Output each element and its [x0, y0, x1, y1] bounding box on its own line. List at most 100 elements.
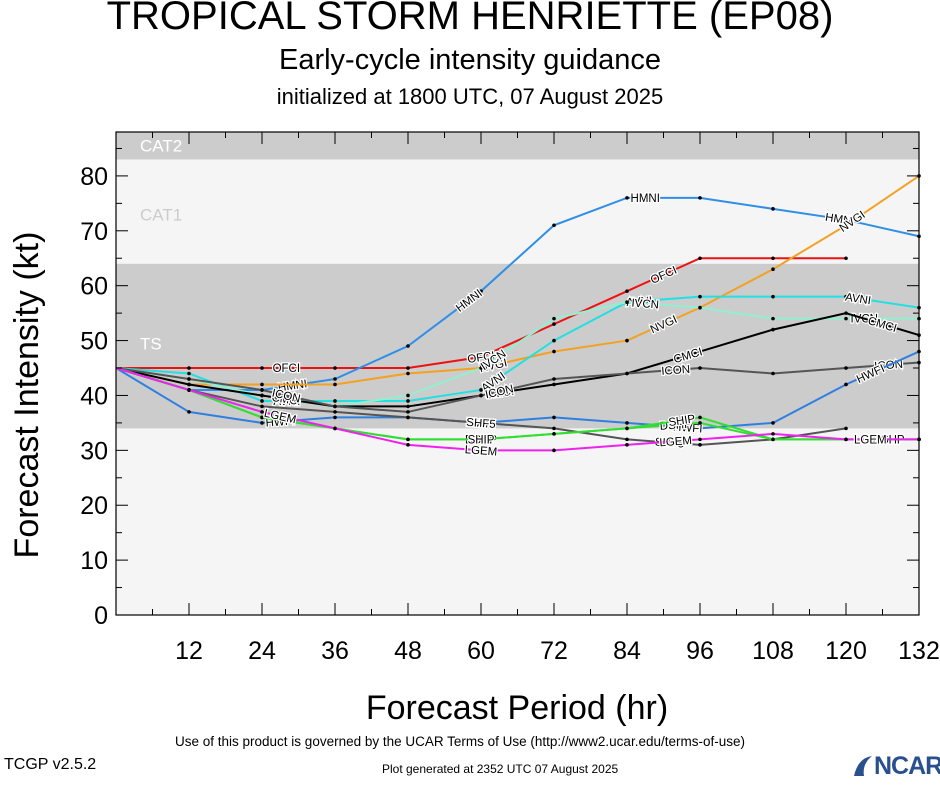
point-icon [552, 377, 556, 381]
point-nvgi [333, 382, 337, 387]
series-label-cmci: CMCI [271, 392, 302, 408]
point-ship [406, 437, 410, 442]
series-label-lgem: LGEM [464, 444, 497, 458]
point-cmci [844, 311, 848, 315]
point-lgem [698, 437, 702, 442]
ncar-logo-text: NCAR [874, 752, 940, 780]
y-tick-label: 70 [80, 218, 108, 246]
point-icon [625, 371, 629, 376]
point-hwfi [698, 426, 702, 431]
point-icon [333, 404, 337, 409]
point-cmci [698, 349, 702, 354]
point-cmci [406, 404, 410, 409]
chart-subtitle: Early-cycle intensity guidance [278, 44, 661, 76]
point-nvgi [406, 371, 410, 376]
point-hwfi [844, 382, 848, 387]
point-ship [552, 432, 556, 436]
point-avni [479, 388, 483, 392]
x-tick-label: 12 [175, 637, 203, 665]
point-shf5 [844, 426, 848, 431]
point-nvgi [844, 223, 848, 228]
point-hmni [333, 377, 337, 381]
point-ivcn [406, 393, 410, 398]
version-label: TCGP v2.5.2 [4, 756, 97, 773]
series-label-shf5: SHF5 [654, 436, 684, 450]
point-lgem [479, 448, 483, 453]
point-ship [479, 437, 483, 442]
x-tick-label: 24 [248, 637, 276, 665]
point-ofci [625, 289, 629, 293]
y-tick-label: 40 [80, 382, 108, 410]
series-label-shf5: SHF5 [466, 417, 496, 431]
point-lgem [406, 443, 410, 447]
series-label-ship: SHIP [468, 434, 495, 446]
point-lgem [771, 432, 775, 436]
series-label-lgem: LGEM [659, 435, 692, 449]
y-tick-label: 80 [80, 163, 108, 191]
point-cmci [552, 382, 556, 387]
y-tick-label: 10 [80, 547, 108, 575]
point-icon [479, 393, 483, 398]
point-ivcn [625, 300, 629, 304]
point-shf5 [333, 410, 337, 414]
point-lgem [844, 437, 848, 442]
point-ofci [260, 366, 264, 370]
point-hwfi [552, 415, 556, 420]
x-tick-label: 48 [394, 637, 422, 665]
series-label-icon: ICON [661, 364, 691, 378]
point-hmni [698, 196, 702, 200]
band-ts [116, 263, 919, 429]
chart-title: TROPICAL STORM HENRIETTE (EP08) [106, 0, 834, 38]
point-hmni [844, 218, 848, 222]
point-shf5 [625, 437, 629, 442]
x-tick-label: 132 [898, 637, 940, 665]
point-cmci [771, 327, 775, 332]
point-avni [260, 399, 264, 403]
series-line-hwfi [115, 350, 920, 430]
point-ofci [552, 322, 556, 326]
point-hmni [552, 223, 556, 228]
point-ofci [479, 355, 483, 359]
point-nvgi [771, 267, 775, 272]
series-line-nvgi [115, 175, 920, 386]
point-ivcn [771, 316, 775, 321]
point-ship [698, 415, 702, 420]
series-label-hmni: HMNI [631, 193, 660, 205]
point-icon [187, 377, 191, 381]
point-hwfi [333, 415, 337, 420]
series-label-ofci: OFCI [273, 363, 300, 375]
band-label-cat1: CAT1 [140, 205, 182, 224]
point-ivcn [698, 305, 702, 310]
point-icon [406, 410, 410, 414]
series-label-hmni: HMNI [277, 378, 308, 394]
x-tick-label: 60 [467, 637, 495, 665]
x-axis-label: Forecast Period (hr) [366, 689, 668, 727]
band-cat1 [116, 159, 919, 264]
band-label-ts: TS [140, 334, 162, 353]
y-tick-label: 60 [80, 273, 108, 301]
series-label-ivcn: IVCN [631, 298, 659, 312]
point-dshp [698, 421, 702, 425]
y-tick-label: 0 [94, 602, 108, 630]
init-time: initialized at 1800 UTC, 07 August 2025 [276, 84, 664, 109]
series-line-cmci [115, 312, 920, 408]
series-label-avni: AVNI [844, 292, 872, 308]
series-line-lgem [115, 367, 919, 452]
point-lgem [187, 388, 191, 392]
point-nvgi [552, 349, 556, 354]
point-icon [771, 371, 775, 376]
point-icon [844, 366, 848, 370]
point-avni [187, 371, 191, 376]
terms-of-use: Use of this product is governed by the U… [175, 734, 745, 749]
point-ivcn [479, 366, 483, 370]
x-tick-label: 84 [613, 637, 641, 665]
point-ship [260, 415, 264, 420]
point-hwfi [625, 421, 629, 425]
point-avni [771, 294, 775, 299]
point-cmci [260, 393, 264, 398]
point-lgem [625, 443, 629, 447]
x-tick-label: 96 [686, 637, 714, 665]
series-line-hmni [115, 196, 920, 391]
x-tick-label: 36 [321, 637, 349, 665]
series-label-lgem: LGEM [854, 434, 887, 446]
